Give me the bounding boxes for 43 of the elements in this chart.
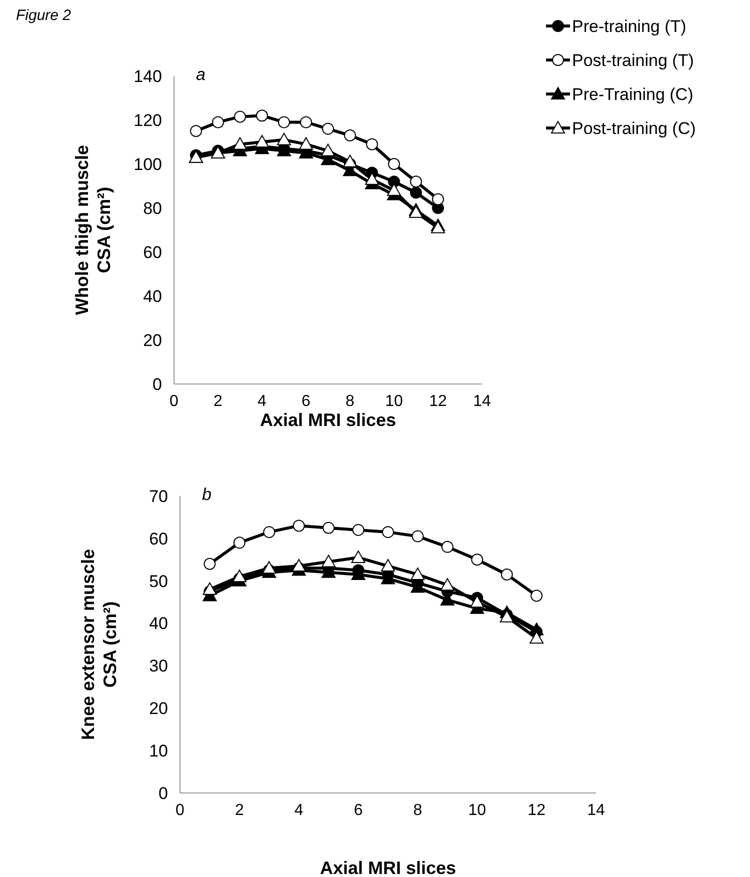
- x-axis-title: Axial MRI slices: [260, 410, 396, 430]
- x-tick-label: 4: [258, 393, 267, 410]
- x-tick-label: 12: [528, 802, 546, 819]
- legend-label: Post-training (T): [572, 50, 694, 70]
- x-tick-label: 10: [385, 393, 403, 410]
- y-tick-label: 40: [143, 286, 162, 306]
- y-tick-label: 60: [149, 529, 168, 548]
- legend-label: Post-training (C): [572, 118, 696, 138]
- annotation: b: [202, 485, 212, 504]
- y-axis-title: Knee extensor muscle CSA (cm²): [78, 548, 120, 740]
- x-tick-label: 14: [587, 802, 605, 819]
- x-tick-label: 14: [473, 393, 491, 410]
- x-axis-title: Axial MRI slices: [320, 858, 456, 877]
- x-tick-label: 12: [429, 393, 447, 410]
- x-tick-label: 0: [176, 802, 185, 819]
- y-tick-label: 0: [158, 784, 168, 803]
- y-tick-label: 80: [143, 198, 162, 218]
- y-tick-label: 60: [143, 242, 162, 262]
- y-tick-label: 40: [149, 614, 168, 634]
- x-tick-label: 6: [302, 393, 311, 410]
- y-tick-label: 0: [152, 374, 162, 394]
- x-tick-label: 10: [468, 802, 486, 819]
- y-tick-label: 140: [134, 66, 162, 86]
- text: Figure 2: [16, 7, 72, 24]
- x-tick-label: 2: [214, 393, 223, 410]
- x-tick-label: 4: [294, 802, 304, 819]
- x-tick-label: 8: [413, 802, 422, 819]
- y-tick-label: 120: [134, 110, 162, 130]
- y-tick-label: 20: [143, 330, 162, 350]
- legend-label: Pre-Training (C): [572, 84, 694, 104]
- y-tick-label: 30: [149, 656, 168, 676]
- annotation: a: [196, 65, 206, 84]
- y-tick-label: 20: [149, 699, 168, 718]
- y-tick-label: 70: [149, 486, 168, 506]
- x-tick-label: 2: [234, 802, 244, 819]
- x-tick-label: 8: [346, 393, 355, 410]
- y-tick-label: 10: [149, 742, 168, 761]
- x-tick-label: 0: [170, 393, 179, 410]
- y-tick-label: 50: [149, 572, 168, 591]
- legend-label: Pre-training (T): [572, 16, 686, 36]
- y-axis-title: Whole thigh muscle CSA (cm²): [72, 144, 114, 316]
- y-tick-label: 100: [134, 154, 162, 174]
- x-tick-label: 6: [354, 802, 363, 819]
